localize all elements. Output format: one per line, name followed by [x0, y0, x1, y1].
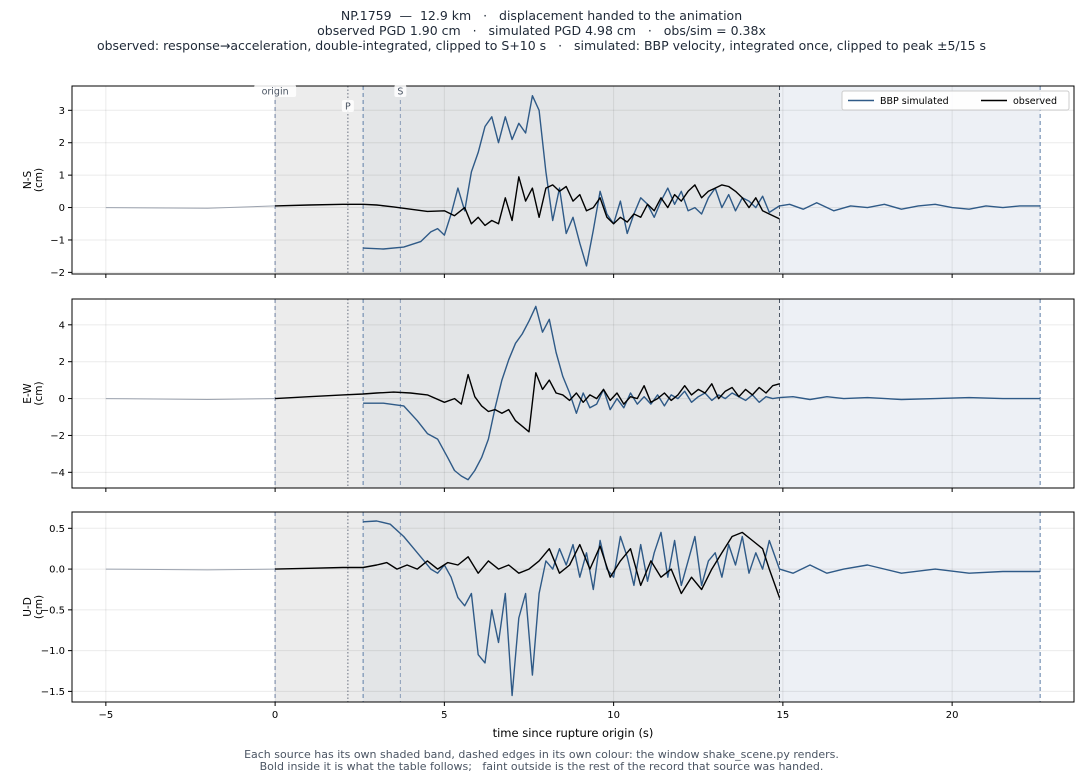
observed-window-band — [275, 86, 780, 274]
observed-series-line — [275, 176, 780, 227]
panel-frame — [71, 298, 1075, 489]
panel-1: −2 −1 0 1 2 3 N-S(cm) origin P S BBP simulated obse… — [22, 85, 1075, 279]
y-tick-label: 4 — [59, 320, 65, 331]
x-axis-label: time since rupture origin (s) — [493, 726, 654, 740]
chart-description: observed: response→acceleration, double-… — [96, 38, 987, 53]
chart-title: NP.1759 — 12.9 km · displacement handed … — [340, 8, 743, 23]
chart-subtitle: observed PGD 1.90 cm · simulated PGD 4.9… — [317, 23, 766, 38]
y-tick-label: 0 — [59, 203, 65, 214]
footer-note-line2: Bold inside it is what the table follows… — [259, 760, 824, 773]
panel-plot-area — [72, 299, 1074, 488]
panel-2: −4 −2 0 2 4 E-W(cm) — [22, 298, 1075, 492]
legend: BBP simulated observed — [841, 90, 1070, 111]
y-tick-label: −4 — [50, 468, 65, 479]
y-tick-label: 1 — [59, 171, 65, 182]
legend-frame — [841, 90, 1070, 111]
x-tick-label: 15 — [777, 710, 790, 721]
y-axis-label-line: U-D — [22, 597, 34, 617]
observed-series-line — [275, 531, 781, 598]
origin-label-bg — [254, 85, 297, 97]
faint-pre-event-line — [105, 568, 276, 571]
x-tick-label: −5 — [98, 710, 113, 721]
y-axis-label-line: (cm) — [33, 595, 45, 619]
y-axis-label-line: (cm) — [33, 168, 45, 192]
y-axis-label: E-W(cm) — [22, 381, 45, 405]
footer-note-line1: Each source has its own shaded band, das… — [244, 748, 839, 761]
panel-3: −1.5 −1.0 −0.5 0.0 0.5 −5 0 5 10 15 20 U-D(cm) — [22, 511, 1075, 721]
y-tick-label: −1.5 — [41, 687, 65, 698]
p-arrival-label: P — [345, 102, 351, 113]
panel-plot-area — [72, 512, 1074, 702]
y-axis-label: U-D(cm) — [22, 595, 45, 619]
y-axis-label: N-S(cm) — [22, 168, 45, 192]
s-arrival-label-bg — [394, 85, 407, 97]
y-tick-label: −0.5 — [41, 605, 65, 616]
y-tick-label: 2 — [59, 357, 65, 368]
x-tick-label: 0 — [272, 710, 278, 721]
p-arrival-label-bg — [341, 100, 354, 112]
origin-label: origin — [262, 87, 289, 98]
legend-label: BBP simulated — [880, 96, 949, 107]
y-tick-label: −2 — [50, 268, 65, 279]
y-tick-label: 0.0 — [49, 565, 65, 576]
y-axis-label-line: (cm) — [33, 381, 45, 405]
x-tick-label: 10 — [607, 710, 620, 721]
y-tick-label: 0.5 — [49, 524, 65, 535]
y-tick-label: −1 — [50, 235, 65, 246]
y-tick-label: 2 — [59, 138, 65, 149]
s-arrival-label: S — [397, 87, 403, 98]
faint-pre-event-line — [105, 398, 276, 400]
y-axis-label-line: N-S — [22, 171, 34, 190]
y-tick-label: −2 — [50, 431, 65, 442]
panel-frame — [71, 85, 1075, 275]
simulated-series-line — [363, 94, 1041, 267]
panel-plot-area — [72, 86, 1074, 274]
y-axis-label-line: E-W — [22, 383, 34, 404]
y-tick-label: −1.0 — [41, 646, 65, 657]
panel-frame — [71, 511, 1075, 703]
faint-pre-event-line — [105, 205, 276, 209]
legend-label: observed — [1013, 96, 1057, 107]
simulated-series-line — [363, 520, 1041, 697]
y-tick-label: 0 — [59, 394, 65, 405]
x-tick-label: 5 — [441, 710, 447, 721]
observed-series-line — [275, 372, 780, 433]
y-tick-label: 3 — [59, 106, 65, 117]
x-tick-label: 20 — [946, 710, 959, 721]
